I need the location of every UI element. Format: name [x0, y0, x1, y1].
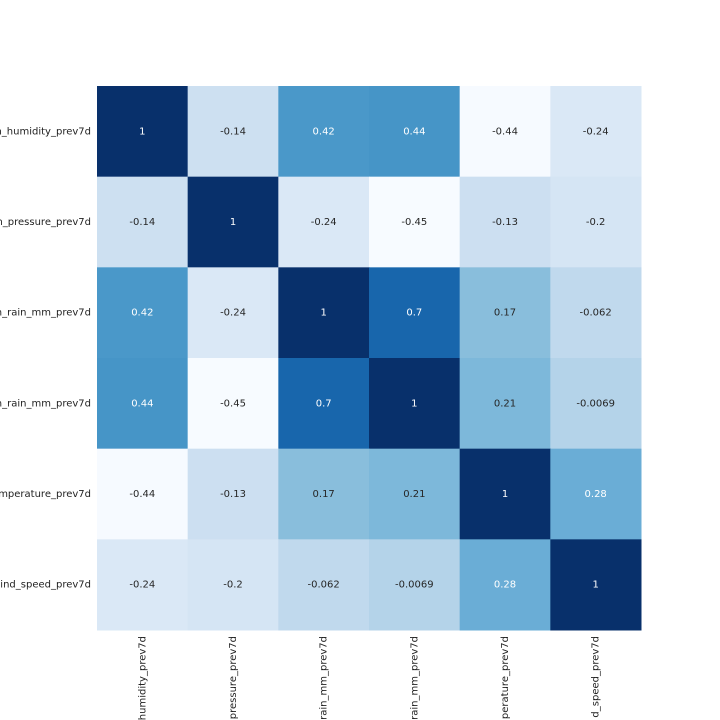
cell-label: 1	[320, 308, 326, 319]
cell-label: -0.44	[492, 126, 518, 137]
cell-label: 0.17	[313, 489, 335, 500]
cell-label: 0.42	[131, 308, 153, 319]
cell-label: -0.0069	[395, 580, 434, 591]
heatmap-cell	[369, 539, 461, 631]
heatmap-cell	[97, 267, 189, 359]
cell-label: 1	[411, 398, 417, 409]
cell-label: 0.7	[406, 308, 422, 319]
cell-label: -0.45	[401, 217, 427, 228]
heatmap-cell	[278, 448, 370, 540]
cell-label: 0.28	[494, 580, 516, 591]
heatmap-cell	[459, 448, 551, 540]
y-tick-label: ind_speed_prev7d	[0, 580, 91, 591]
heatmap-cell	[550, 448, 642, 540]
y-tick-label: n_pressure_prev7d	[0, 217, 91, 228]
heatmap-cell	[369, 358, 461, 450]
heatmap-cell	[97, 358, 189, 450]
cell-label: -0.44	[129, 489, 155, 500]
heatmap-cell	[97, 176, 189, 268]
cell-label: -0.24	[129, 580, 155, 591]
heatmap-cell	[459, 267, 551, 359]
heatmap-cell	[369, 176, 461, 268]
cell-label: 1	[502, 489, 508, 500]
heatmap-cell	[550, 539, 642, 631]
cell-label: -0.24	[583, 126, 609, 137]
heatmap-cell	[550, 267, 642, 359]
heatmap-cell	[97, 448, 189, 540]
cell-label: 0.21	[403, 489, 425, 500]
heatmap-cell	[550, 176, 642, 268]
heatmap-cell	[278, 176, 370, 268]
cell-label: -0.45	[220, 398, 246, 409]
heatmap-cell	[550, 358, 642, 450]
x-tick-label: pressure_prev7d	[228, 636, 239, 719]
cell-label: 0.44	[131, 398, 153, 409]
cell-label: 1	[139, 126, 145, 137]
x-tick-label: d_speed_prev7d	[591, 636, 602, 718]
heatmap-cell	[187, 267, 279, 359]
cell-label: -0.062	[308, 580, 340, 591]
heatmap-cell	[278, 86, 370, 178]
heatmap-cell	[459, 358, 551, 450]
cell-label: -0.13	[492, 217, 518, 228]
cell-label: -0.062	[580, 308, 612, 319]
heatmap-cell	[278, 358, 370, 450]
heatmap-cell	[369, 448, 461, 540]
cell-label: 0.44	[403, 126, 425, 137]
cell-label: -0.2	[586, 217, 606, 228]
x-tick-label: humidity_prev7d	[137, 636, 148, 720]
heatmap-cell	[369, 267, 461, 359]
heatmap-cell	[459, 86, 551, 178]
heatmap-cell	[187, 539, 279, 631]
cell-label: 1	[230, 217, 236, 228]
heatmap-cell	[97, 86, 189, 178]
cell-label: -0.0069	[576, 398, 615, 409]
heatmap-cell	[278, 539, 370, 631]
heatmap-cell	[187, 176, 279, 268]
cell-label: 0.28	[585, 489, 607, 500]
heatmap-cell	[97, 539, 189, 631]
cell-label: 0.42	[313, 126, 335, 137]
heatmap-cell	[550, 86, 642, 178]
cell-label: 0.7	[316, 398, 332, 409]
cell-label: -0.24	[220, 308, 246, 319]
y-tick-label: n_rain_mm_prev7d	[0, 308, 91, 319]
heatmap-cell	[278, 267, 370, 359]
cell-label: -0.24	[311, 217, 337, 228]
x-tick-label: rain_mm_prev7d	[409, 636, 420, 720]
cell-label: 0.21	[494, 398, 516, 409]
y-tick-label: n_humidity_prev7d	[0, 126, 91, 137]
x-tick-label: perature_prev7d	[500, 636, 511, 719]
cell-label: -0.2	[223, 580, 243, 591]
y-tick-label: mperature_prev7d	[0, 489, 91, 500]
cell-label: 1	[592, 580, 598, 591]
heatmap-cell	[187, 358, 279, 450]
heatmap-cell	[459, 176, 551, 268]
cell-label: -0.14	[220, 126, 246, 137]
cell-label: 0.17	[494, 308, 516, 319]
heatmap-cell	[187, 86, 279, 178]
heatmap-cell	[369, 86, 461, 178]
x-tick-label: rain_mm_prev7d	[319, 636, 330, 720]
heatmap-cell	[187, 448, 279, 540]
cell-label: -0.13	[220, 489, 246, 500]
cell-label: -0.14	[129, 217, 155, 228]
y-tick-label: n_rain_mm_prev7d	[0, 398, 91, 409]
heatmap-cell	[459, 539, 551, 631]
